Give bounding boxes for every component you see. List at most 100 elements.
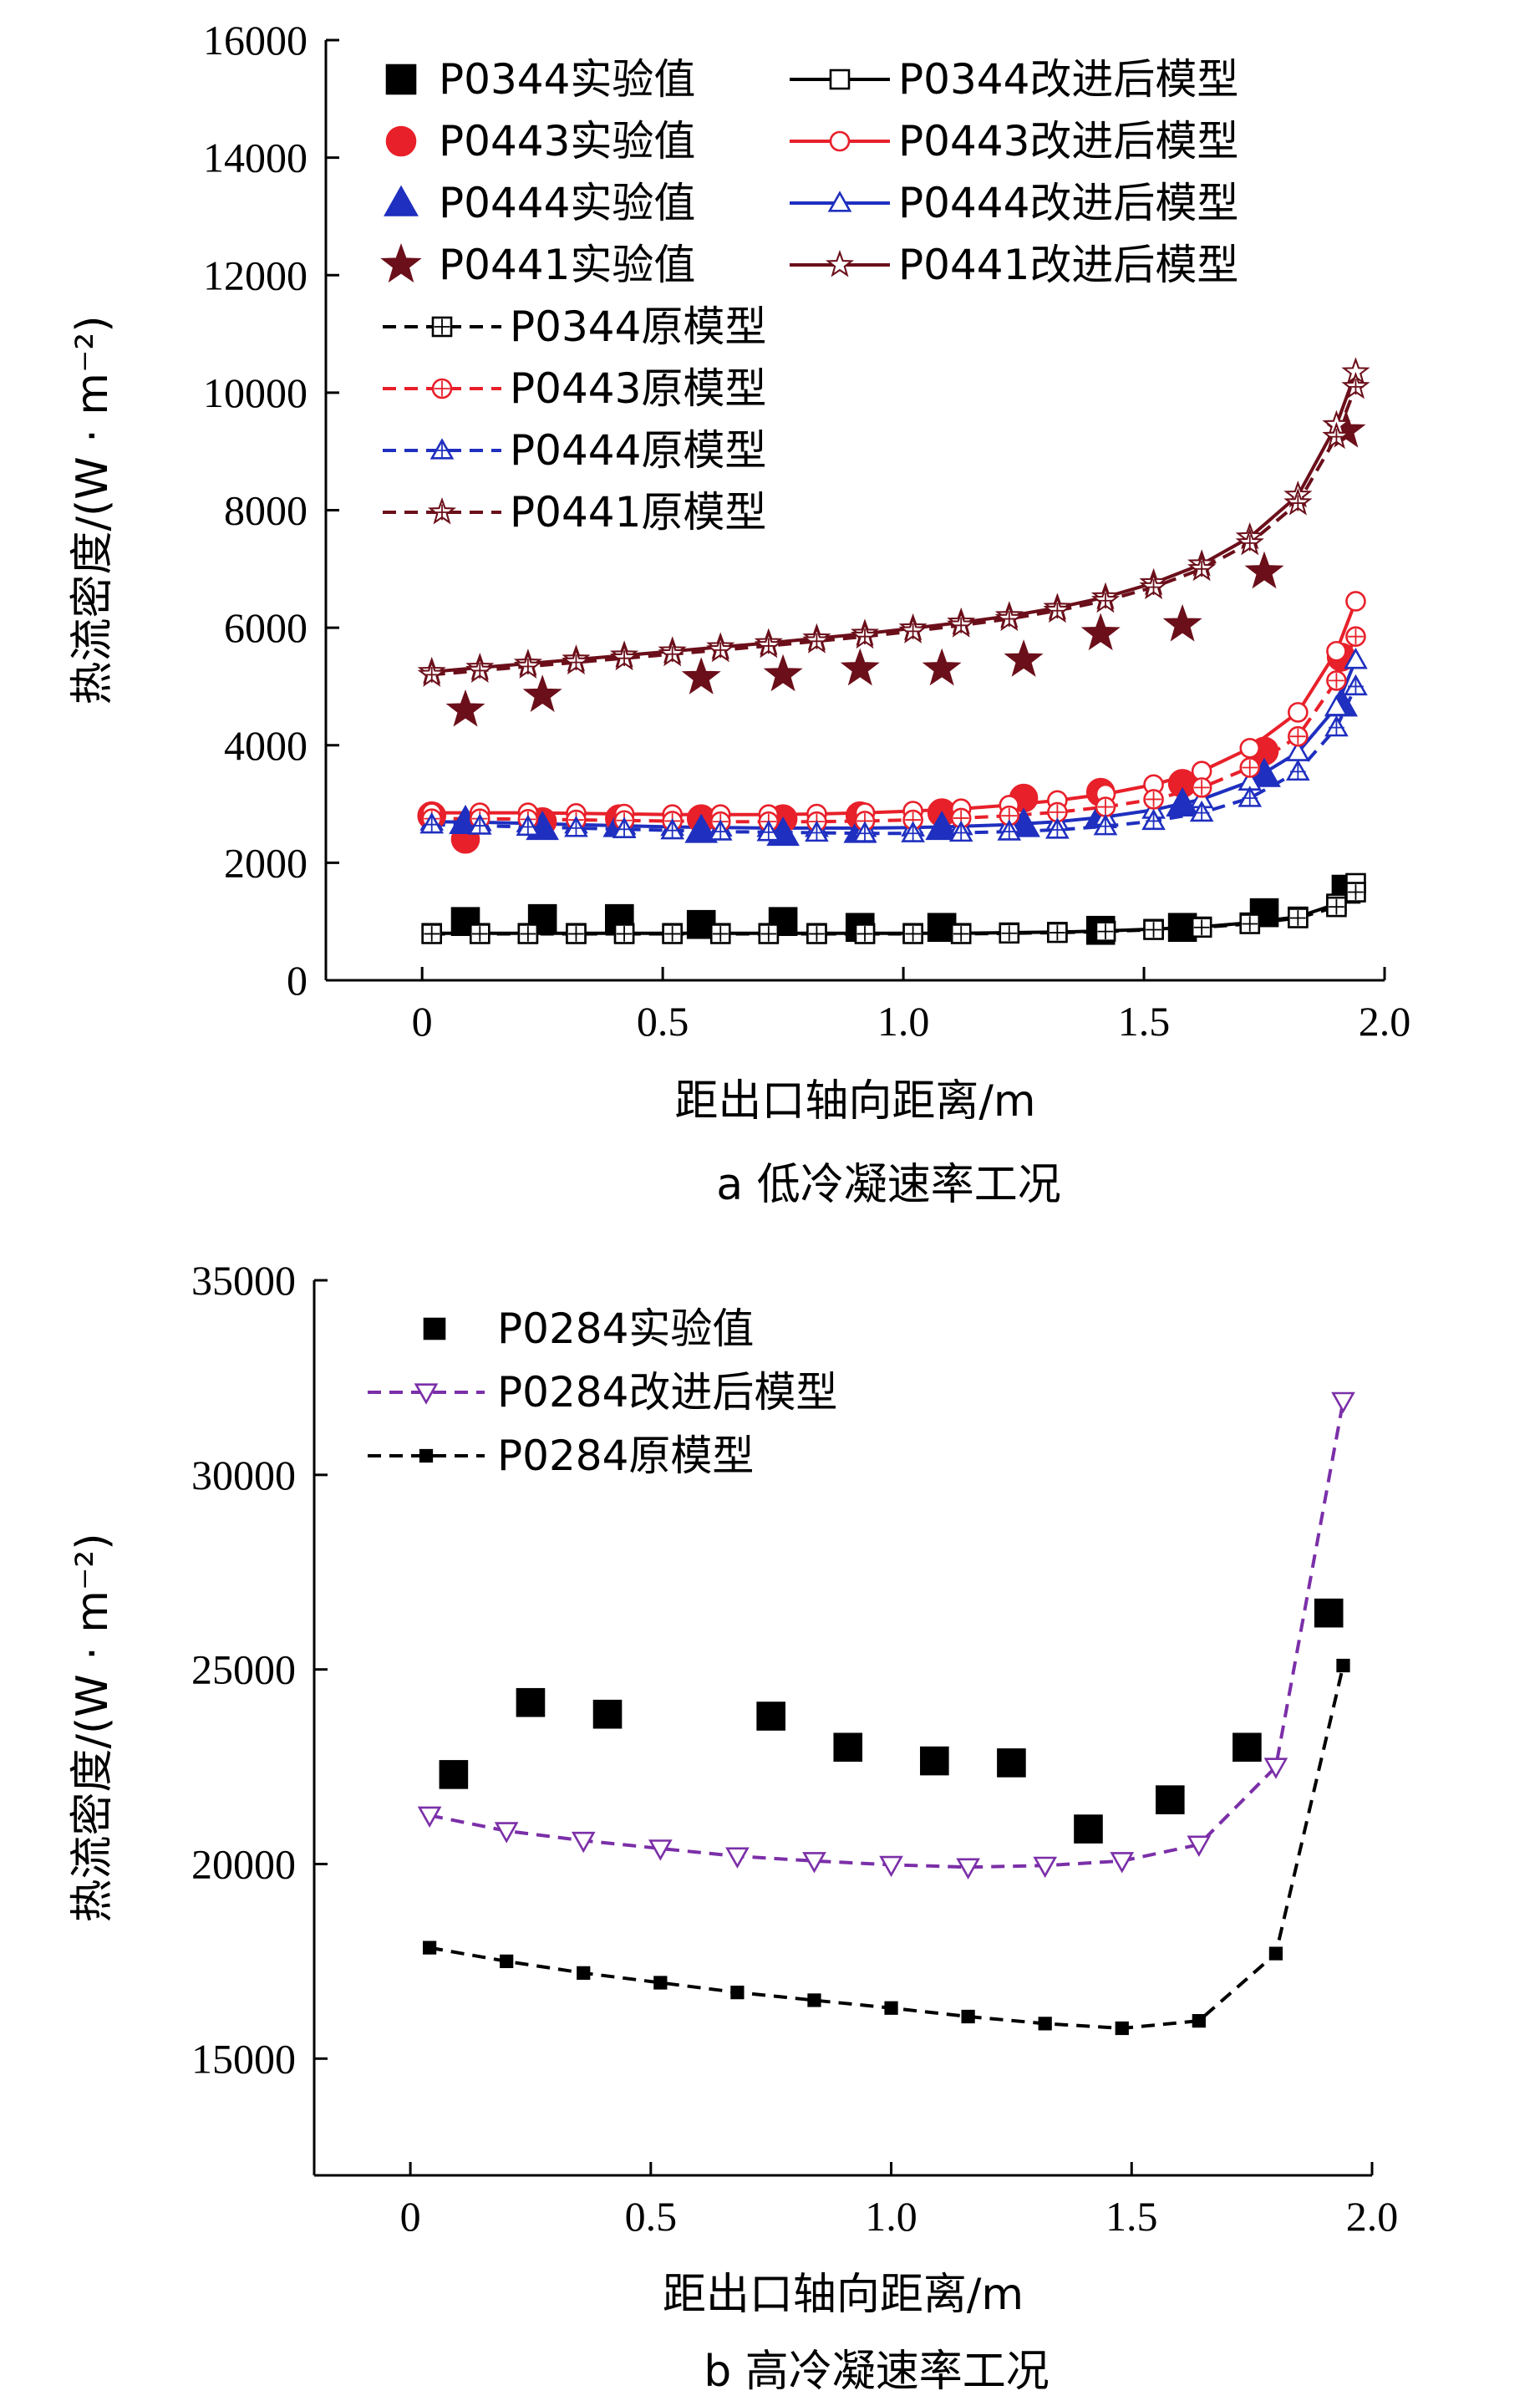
data-point bbox=[999, 805, 1020, 827]
data-point bbox=[527, 903, 557, 933]
data-point bbox=[850, 621, 880, 649]
data-point bbox=[756, 820, 781, 842]
legend-marker bbox=[827, 191, 852, 212]
legend-label: P0443实验值 bbox=[439, 117, 695, 165]
data-point bbox=[516, 814, 541, 837]
data-point bbox=[648, 1839, 673, 1861]
data-point bbox=[660, 817, 684, 840]
data-point bbox=[1341, 371, 1370, 399]
data-point bbox=[1192, 2014, 1206, 2028]
data-point bbox=[706, 634, 735, 663]
legend-label: P0344改进后模型 bbox=[898, 55, 1238, 104]
x-tick-label: 0.5 bbox=[625, 2193, 678, 2240]
data-point bbox=[852, 821, 877, 842]
data-point bbox=[840, 648, 880, 686]
data-point bbox=[1191, 777, 1212, 798]
data-point bbox=[1283, 488, 1313, 516]
legend-label: P0284改进后模型 bbox=[497, 1368, 837, 1417]
data-point bbox=[1324, 715, 1349, 737]
data-point bbox=[1288, 702, 1309, 723]
data-point bbox=[922, 648, 962, 686]
legend-label: P0344原模型 bbox=[510, 303, 766, 351]
legend-marker bbox=[385, 64, 417, 95]
data-point bbox=[1326, 640, 1347, 662]
data-point bbox=[562, 647, 591, 675]
data-point bbox=[1162, 603, 1202, 642]
legend: P0284实验值 P0284改进后模型 P0284原模型 bbox=[368, 1305, 837, 1480]
legend-label: P0444改进后模型 bbox=[898, 179, 1238, 227]
data-point bbox=[709, 923, 731, 944]
legend-marker bbox=[423, 1317, 446, 1340]
data-point bbox=[1045, 817, 1070, 839]
data-point bbox=[802, 1852, 826, 1874]
data-point bbox=[997, 1748, 1026, 1778]
data-point bbox=[1239, 757, 1261, 778]
data-point bbox=[1095, 921, 1116, 942]
data-point bbox=[613, 923, 635, 944]
data-point bbox=[1143, 919, 1164, 940]
data-point bbox=[1093, 814, 1118, 836]
data-point bbox=[884, 2001, 898, 2015]
legend-marker bbox=[384, 185, 419, 216]
data-point bbox=[854, 923, 876, 944]
x-axis-label: 距出口轴向距离/m bbox=[663, 2270, 1024, 2320]
data-point bbox=[1344, 648, 1368, 669]
data-point bbox=[1233, 1732, 1262, 1763]
data-point bbox=[950, 923, 972, 944]
legend-marker bbox=[385, 125, 417, 157]
data-point bbox=[961, 2009, 975, 2024]
data-point bbox=[1047, 801, 1068, 823]
legend-marker bbox=[431, 316, 453, 338]
legend-marker bbox=[825, 250, 855, 277]
y-tick-label: 0 bbox=[287, 957, 307, 1004]
data-point bbox=[805, 820, 829, 842]
data-point bbox=[802, 626, 831, 654]
data-point bbox=[1331, 1391, 1355, 1414]
data-point bbox=[450, 907, 480, 936]
y-tick-label: 10000 bbox=[203, 369, 307, 416]
data-point bbox=[1033, 1856, 1058, 1879]
legend-marker bbox=[380, 243, 422, 283]
data-point bbox=[1326, 896, 1347, 918]
legend-label: P0444实验值 bbox=[439, 179, 695, 227]
series-line-P0444改进后模型 bbox=[431, 659, 1358, 830]
data-point bbox=[500, 1954, 514, 1969]
data-point bbox=[1139, 572, 1168, 600]
data-point bbox=[421, 923, 443, 944]
legend-marker bbox=[419, 1448, 434, 1463]
data-point bbox=[517, 923, 539, 944]
data-point bbox=[658, 638, 687, 667]
data-point bbox=[609, 643, 639, 671]
y-tick-label: 15000 bbox=[191, 2035, 296, 2082]
data-point bbox=[763, 654, 803, 692]
data-point bbox=[419, 811, 445, 834]
data-point bbox=[1038, 2017, 1052, 2031]
panel-caption: b 高冷凝速率工况 bbox=[704, 2347, 1050, 2397]
x-tick-label: 0 bbox=[400, 2193, 421, 2240]
data-point bbox=[730, 1986, 745, 2000]
y-tick-label: 30000 bbox=[191, 1452, 296, 1498]
data-point bbox=[854, 811, 876, 832]
data-point bbox=[564, 816, 588, 837]
x-tick-label: 0 bbox=[412, 998, 433, 1045]
data-point bbox=[1004, 639, 1044, 677]
y-axis-label: 热流密度/(W · m⁻²) bbox=[68, 315, 118, 705]
data-point bbox=[1263, 1757, 1288, 1779]
data-point bbox=[566, 923, 587, 944]
y-tick-label: 35000 bbox=[191, 1257, 296, 1304]
data-point bbox=[833, 1732, 863, 1763]
legend-label: P0441原模型 bbox=[510, 488, 766, 537]
x-axis-label: 距出口轴向距离/m bbox=[674, 1076, 1035, 1127]
legend-label: P0441改进后模型 bbox=[898, 241, 1238, 289]
data-point bbox=[1268, 1946, 1283, 1961]
data-point bbox=[612, 816, 637, 838]
legend-label: P0443原模型 bbox=[510, 364, 766, 413]
data-point bbox=[1141, 808, 1166, 831]
data-point bbox=[1345, 626, 1366, 647]
data-point bbox=[1288, 908, 1309, 928]
data-point bbox=[1345, 591, 1366, 612]
y-axis-label: 热流密度/(W · m⁻²) bbox=[68, 1533, 118, 1922]
data-point bbox=[1324, 694, 1349, 716]
data-point bbox=[662, 923, 683, 944]
legend-marker bbox=[427, 497, 457, 525]
